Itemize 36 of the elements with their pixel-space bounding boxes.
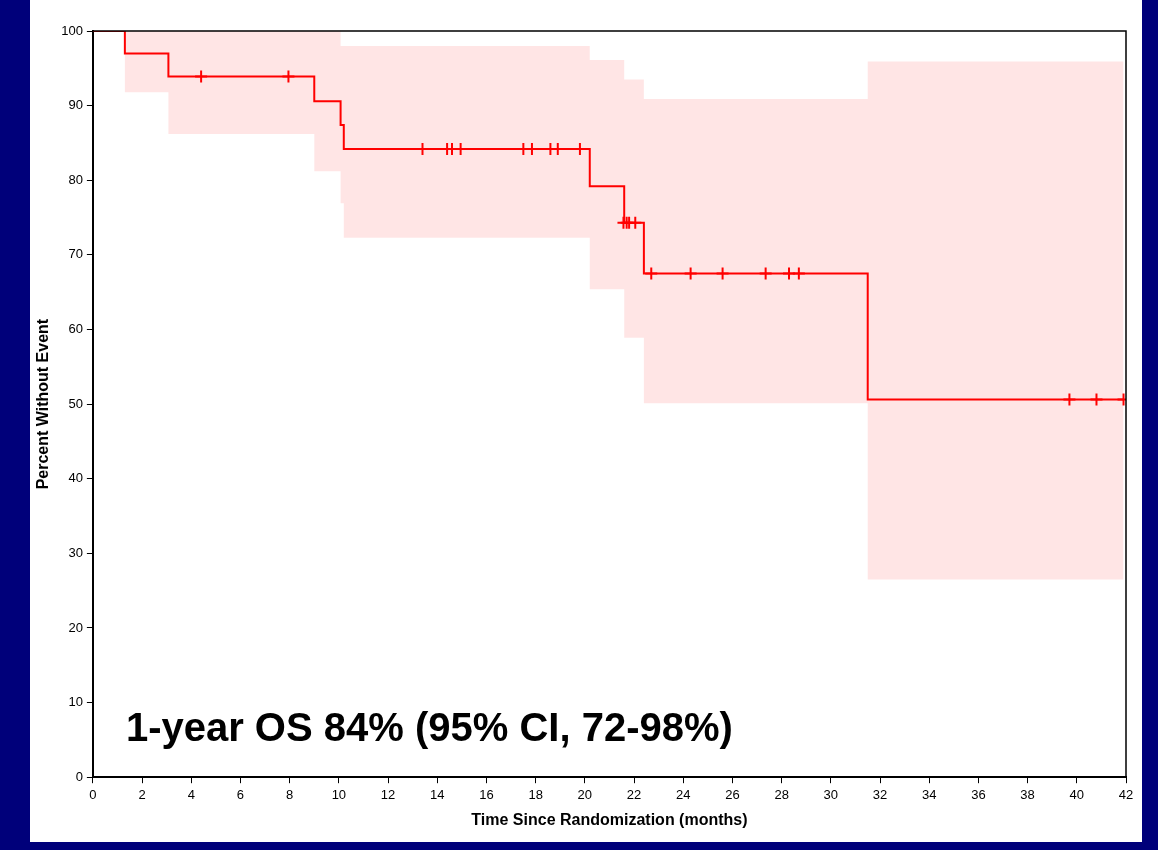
- y-tick-label: 70: [68, 246, 83, 262]
- y-tick-label: 20: [68, 619, 83, 635]
- x-tick-label: 6: [236, 786, 245, 802]
- annotation: 1-year OS 84% (95% CI, 72-98%): [125, 705, 733, 750]
- x-axis-title: Time Since Randomization (months): [471, 810, 748, 828]
- y-tick-label: 90: [68, 97, 83, 113]
- x-tick-label: 20: [577, 786, 593, 802]
- y-tick-label: 30: [68, 544, 83, 560]
- y-tick-label: 10: [68, 694, 83, 710]
- x-tick-label: 40: [1069, 786, 1085, 802]
- x-tick-label: 30: [823, 786, 839, 802]
- x-tick-label: 2: [138, 786, 146, 802]
- x-tick-label: 36: [971, 786, 986, 802]
- x-tick-label: 42: [1118, 786, 1134, 802]
- x-tick-label: 26: [725, 786, 740, 802]
- x-tick-label: 28: [774, 786, 789, 802]
- x-tick-label: 32: [872, 786, 888, 802]
- x-tick-label: 14: [430, 786, 445, 802]
- x-tick-label: 10: [331, 786, 347, 802]
- x-tick-label: 34: [921, 786, 937, 802]
- y-tick-label: 40: [68, 470, 83, 486]
- x-tick-label: 22: [626, 786, 642, 802]
- x-tick-label: 8: [286, 786, 294, 802]
- x-tick-label: 16: [479, 786, 494, 802]
- x-tick-label: 0: [89, 786, 97, 802]
- x-tick-label: 12: [380, 786, 396, 802]
- x-tick-label: 4: [187, 786, 195, 802]
- y-tick-label: 100: [61, 22, 83, 38]
- y-tick-label: 50: [68, 395, 83, 411]
- x-tick-label: 38: [1020, 786, 1035, 802]
- y-tick-label: 60: [68, 321, 83, 337]
- y-tick-label: 80: [68, 171, 83, 187]
- y-tick-label: 0: [75, 768, 83, 784]
- y-axis-title: Percent Without Event: [34, 318, 52, 490]
- x-tick-label: 24: [676, 786, 691, 802]
- x-tick-label: 18: [528, 786, 543, 802]
